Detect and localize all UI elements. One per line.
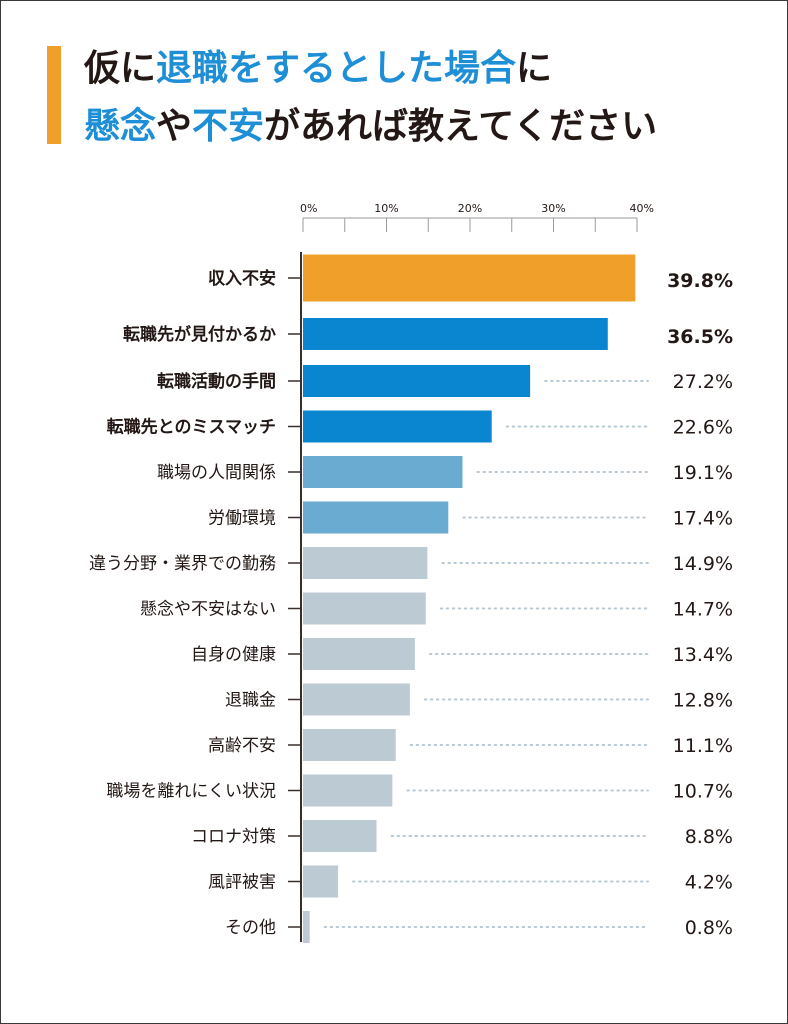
value-label: 39.8% bbox=[667, 270, 733, 292]
title-highlight-text: 懸念 bbox=[84, 106, 157, 147]
category-label: 収入不安 bbox=[208, 268, 276, 289]
value-label: 22.6% bbox=[673, 417, 733, 439]
bar bbox=[303, 501, 449, 534]
category-label: 退職金 bbox=[225, 691, 276, 711]
title-text: があれば教えてください bbox=[264, 106, 658, 147]
category-label: 転職先が見付かるか bbox=[123, 324, 276, 345]
bar bbox=[303, 865, 339, 898]
category-label: 懸念や不安はない bbox=[140, 599, 276, 620]
title-highlight-text: 退職をするとした場合 bbox=[156, 48, 517, 89]
bar bbox=[303, 410, 492, 443]
bar bbox=[303, 365, 531, 397]
category-label: 転職活動の手間 bbox=[157, 371, 276, 392]
value-label: 10.7% bbox=[673, 781, 733, 803]
category-label: その他 bbox=[225, 918, 276, 938]
value-label: 19.1% bbox=[673, 462, 733, 484]
bar bbox=[303, 683, 410, 716]
bar bbox=[303, 456, 463, 488]
bar bbox=[303, 318, 608, 350]
category-label: 高齢不安 bbox=[208, 736, 276, 756]
value-label: 14.7% bbox=[673, 599, 733, 621]
title-accent-bar bbox=[47, 46, 61, 144]
category-label: 職場の人間関係 bbox=[157, 463, 276, 483]
value-label: 11.1% bbox=[673, 735, 733, 757]
value-label: 17.4% bbox=[673, 508, 733, 530]
title-line-2: 懸念や不安があれば教えてください bbox=[84, 98, 657, 156]
bar bbox=[303, 592, 426, 625]
value-label: 0.8% bbox=[685, 917, 733, 939]
title-highlight-text: 不安 bbox=[192, 106, 265, 147]
x-tick-label: 10% bbox=[374, 202, 398, 215]
title-text: に bbox=[516, 48, 553, 89]
value-label: 4.2% bbox=[685, 872, 733, 894]
category-label: 職場を離れにくい状況 bbox=[106, 782, 276, 802]
bar bbox=[303, 911, 310, 943]
value-label: 8.8% bbox=[685, 826, 733, 848]
title-text: や bbox=[156, 106, 193, 147]
x-tick-label: 30% bbox=[541, 202, 565, 215]
chart-title: 仮に退職をするとした場合に 懸念や不安があれば教えてください bbox=[84, 40, 657, 156]
x-tick-label: 0% bbox=[300, 202, 317, 215]
category-label: 風評被害 bbox=[208, 873, 276, 893]
value-label: 27.2% bbox=[673, 371, 733, 393]
title-line-1: 仮に退職をするとした場合に bbox=[84, 40, 657, 98]
bar bbox=[303, 547, 428, 579]
x-tick-label: 20% bbox=[458, 202, 482, 215]
bar bbox=[303, 729, 396, 761]
value-label: 36.5% bbox=[667, 326, 733, 348]
bar bbox=[303, 638, 415, 670]
bar bbox=[303, 254, 636, 302]
category-label: 転職先とのミスマッチ bbox=[107, 417, 276, 438]
value-label: 14.9% bbox=[673, 553, 733, 575]
category-label: 自身の健康 bbox=[191, 645, 276, 665]
category-label: コロナ対策 bbox=[191, 827, 276, 847]
bar bbox=[303, 774, 393, 807]
category-label: 労働環境 bbox=[208, 509, 276, 529]
x-tick-label: 40% bbox=[630, 202, 654, 215]
title-text: 仮に bbox=[84, 48, 157, 89]
category-label: 違う分野・業界での勤務 bbox=[89, 554, 276, 574]
value-label: 13.4% bbox=[673, 644, 733, 666]
value-label: 12.8% bbox=[673, 690, 733, 712]
bar bbox=[303, 820, 377, 852]
